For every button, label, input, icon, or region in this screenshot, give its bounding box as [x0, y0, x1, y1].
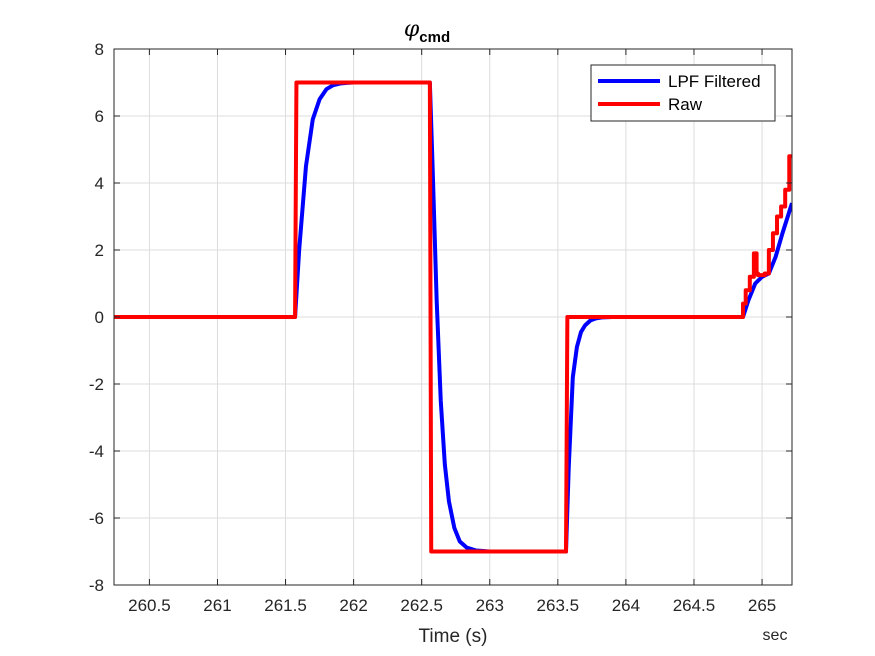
- y-tick-label: 0: [95, 308, 104, 327]
- x-tick-label: 261: [203, 596, 231, 615]
- y-tick-label: -4: [89, 442, 104, 461]
- y-tick-label: 6: [95, 107, 104, 126]
- title-symbol: φ: [404, 17, 420, 42]
- y-tick-label: 2: [95, 241, 104, 260]
- y-tick-label: 4: [95, 174, 104, 193]
- legend-label-raw: Raw: [668, 95, 703, 114]
- x-tick-label: 260.5: [128, 596, 171, 615]
- x-tick-label: 263: [476, 596, 504, 615]
- x-tick-label: 264.5: [673, 596, 716, 615]
- y-tick-label: -6: [89, 509, 104, 528]
- x-axis: 260.5 261 261.5 262 262.5 263 263.5 264 264.5 265: [128, 49, 776, 615]
- series-layer: [114, 80, 792, 554]
- x-axis-unit: sec: [763, 627, 788, 644]
- x-tick-label: 261.5: [264, 596, 307, 615]
- series-line-raw: [114, 80, 792, 554]
- x-axis-label: Time (s): [419, 626, 488, 647]
- legend-label-lpf-filtered: LPF Filtered: [668, 72, 761, 91]
- legend-box: [590, 64, 776, 122]
- x-tick-label: 265: [748, 596, 776, 615]
- x-tick-label: 262.5: [400, 596, 443, 615]
- y-axis: 8 6 4 2 0 -2 -4 -6 -8: [89, 40, 792, 595]
- chart-title: φcmd: [404, 17, 450, 46]
- legend: LPF Filtered Raw: [590, 64, 776, 122]
- x-tick-label: 263.5: [537, 596, 580, 615]
- y-tick-label: -8: [89, 576, 104, 595]
- x-tick-label: 262: [339, 596, 367, 615]
- y-tick-label: 8: [95, 40, 104, 59]
- title-subscript: cmd: [419, 29, 450, 46]
- y-tick-label: -2: [89, 375, 104, 394]
- x-tick-label: 264: [612, 596, 640, 615]
